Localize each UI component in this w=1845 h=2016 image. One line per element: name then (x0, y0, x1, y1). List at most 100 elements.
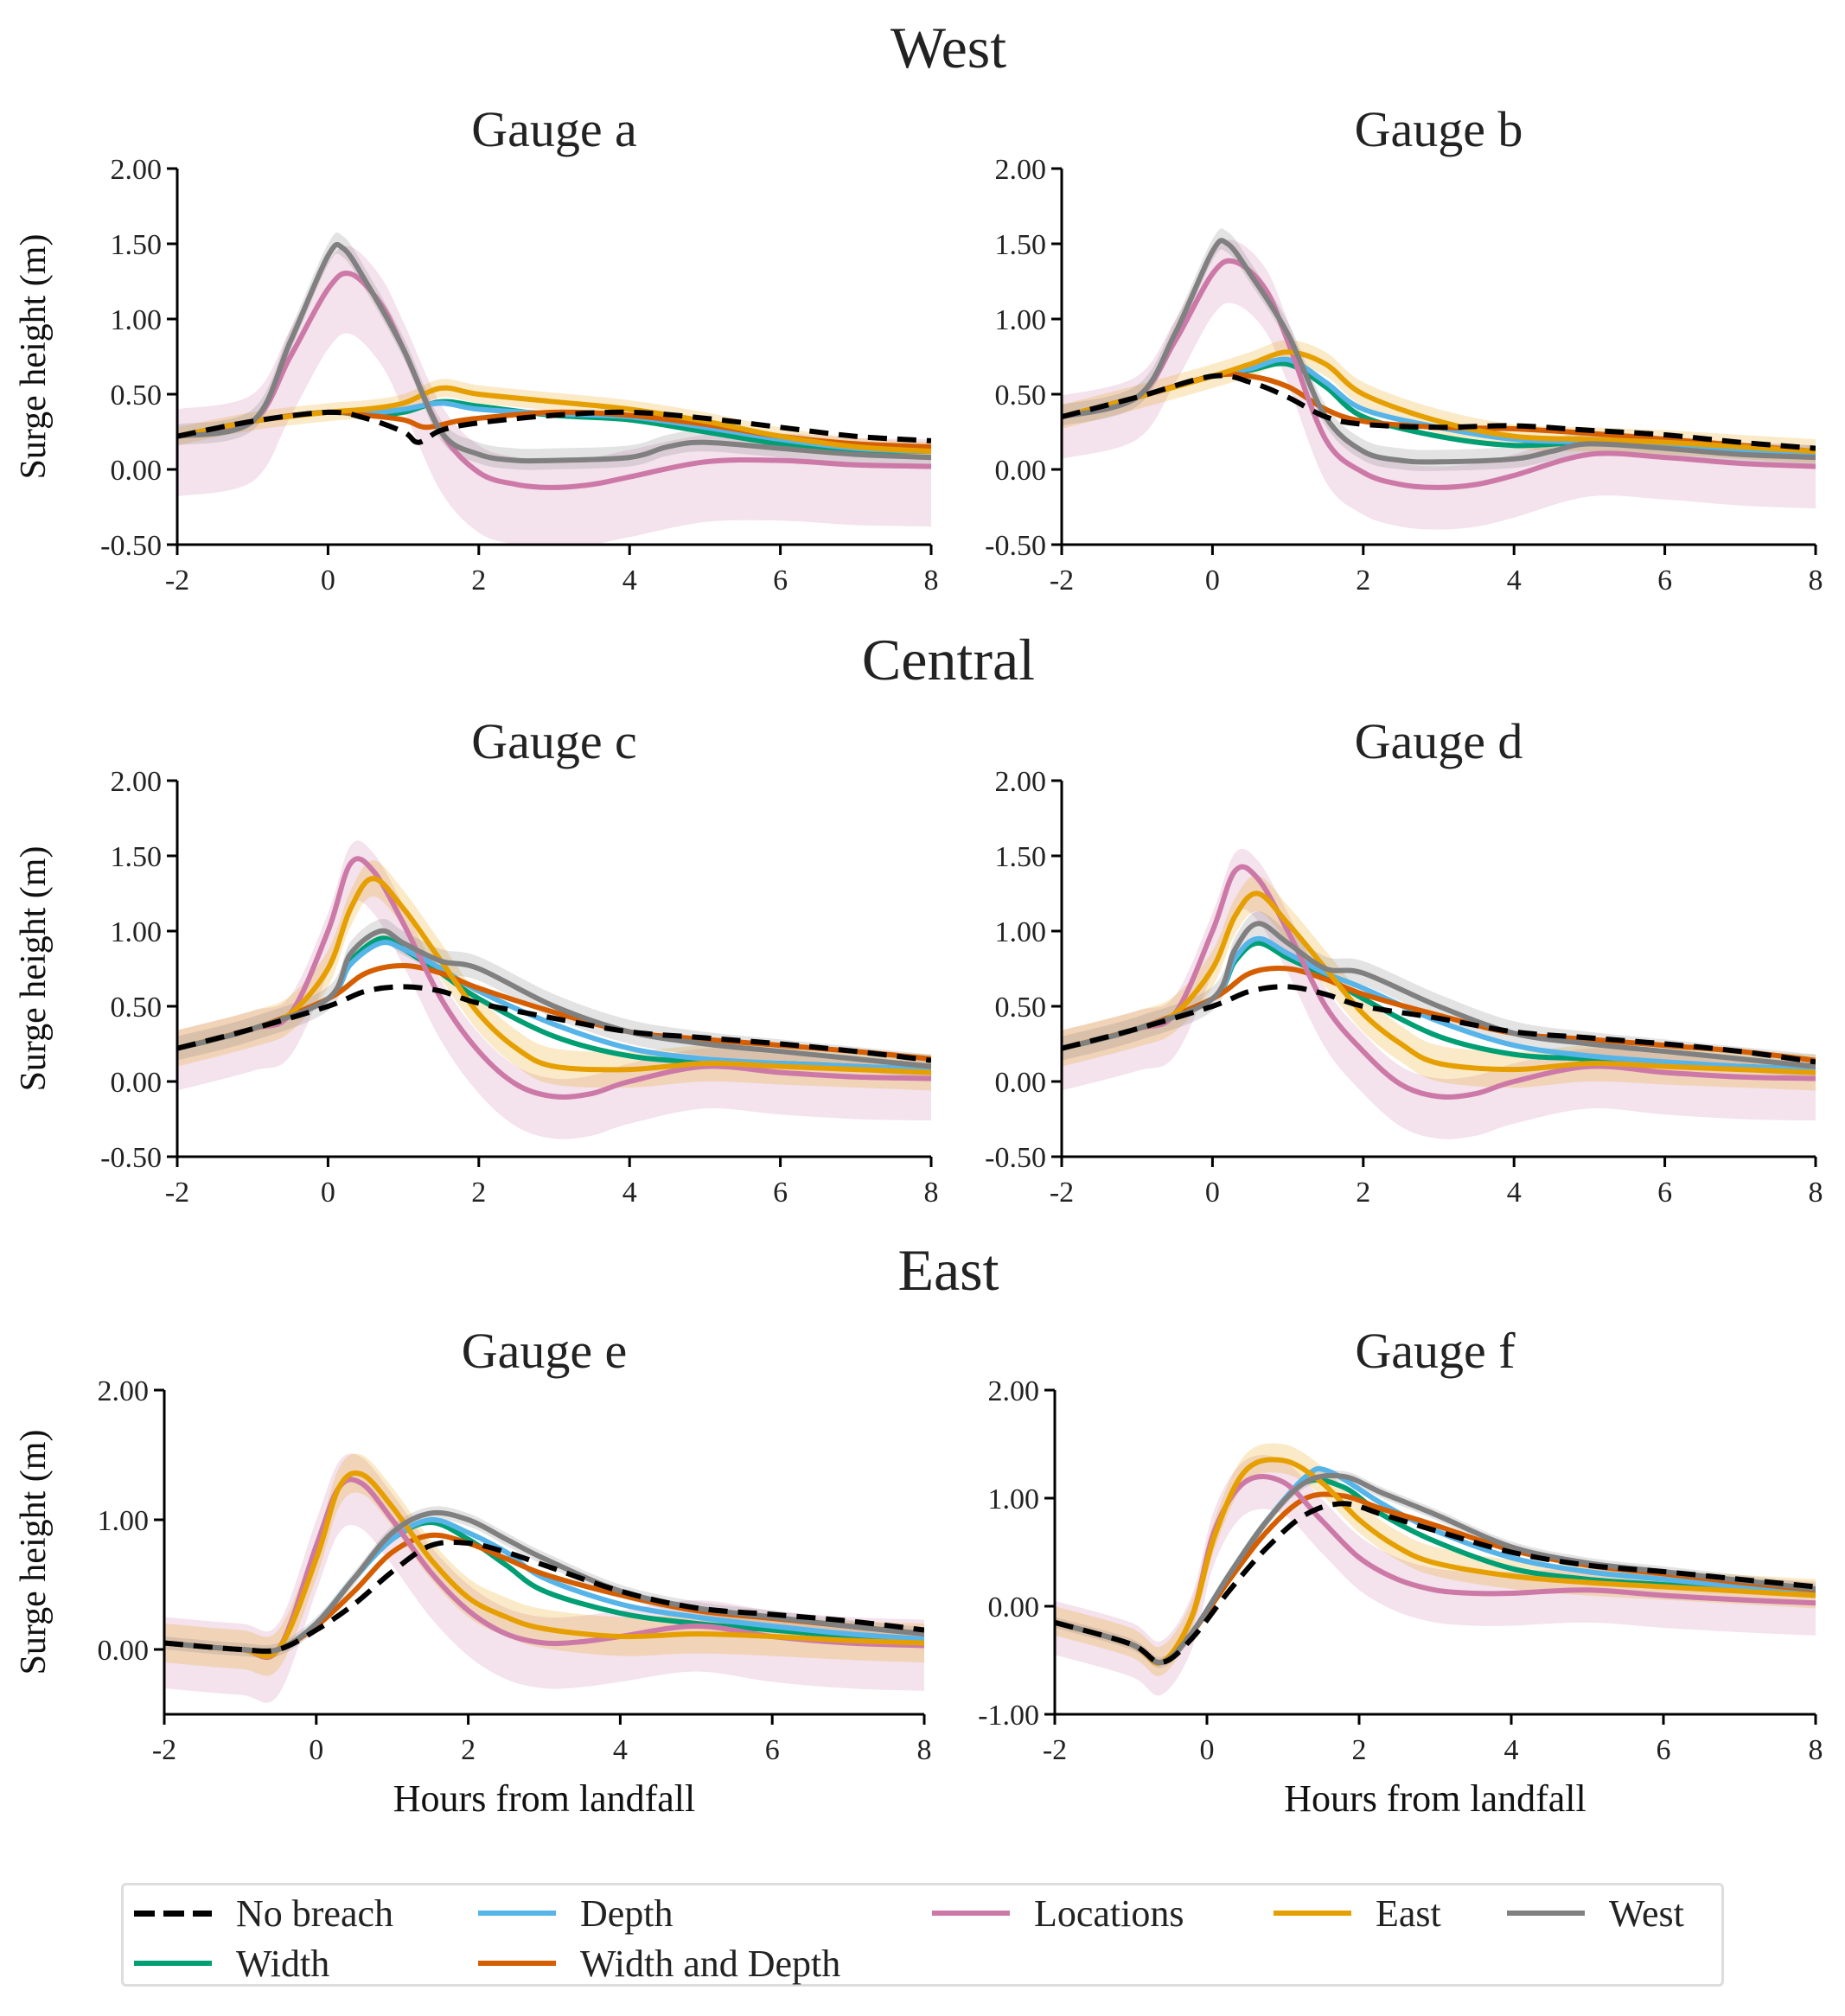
group-title-central: Central (862, 627, 1035, 692)
x-tick-label: 0 (309, 1734, 323, 1766)
x-axis-label: Hours from landfall (1284, 1777, 1586, 1820)
legend-swatch-west (1507, 1911, 1585, 1916)
y-tick-label: 1.00 (988, 1483, 1040, 1515)
y-tick-label: 1.00 (995, 304, 1047, 336)
x-tick-label: 0 (1200, 1734, 1215, 1766)
x-tick-label: 4 (1507, 1177, 1522, 1209)
y-tick-label: -0.50 (985, 530, 1046, 562)
panel-title: Gauge f (1355, 1323, 1516, 1379)
y-axis-label: Surge height (m) (14, 846, 54, 1092)
band-locations (1055, 1455, 1816, 1696)
plot-area (1062, 228, 1816, 530)
x-tick-label: -2 (152, 1734, 176, 1766)
y-tick-label: 2.00 (995, 154, 1047, 186)
legend-swatch-width (134, 1961, 212, 1966)
x-tick-label: 0 (1205, 1177, 1220, 1209)
x-tick-label: 4 (1504, 1734, 1519, 1766)
chart-panel-gauge-d: Gauge d -0.50 0.00 0.50 1.00 1.50 2.00 -2 0 2 4 6 8 (985, 713, 1823, 1209)
chart-panel-gauge-e: Gauge e 0.00 1.00 2.00 -2 0 2 4 6 8 Surge height (… (14, 1323, 932, 1820)
y-tick-label: 0.50 (995, 380, 1047, 411)
series-line-locations (1062, 258, 1816, 490)
y-tick-label: 2.00 (111, 154, 163, 186)
y-tick-label: 1.00 (98, 1505, 150, 1537)
legend-item-width: Width (134, 1941, 329, 1986)
x-tick-label: 8 (1809, 565, 1823, 597)
y-tick-label: 1.00 (111, 304, 163, 336)
x-tick-label: 8 (924, 1177, 939, 1209)
x-axis-label: Hours from landfall (393, 1777, 695, 1820)
y-tick-label: -0.50 (100, 530, 162, 562)
y-tick-label: 0.50 (995, 992, 1047, 1024)
chart-panels: Gauge a -0.50 0.00 0.50 1.00 1.50 2.00 -2 0 2 4 6 8 S… (14, 101, 1823, 1820)
y-axis-label: Surge height (m) (14, 234, 54, 480)
chart-panel-gauge-f: Gauge f -1.00 0.00 1.00 2.00 -2 0 2 4 6 8 Hours fro… (978, 1323, 1823, 1820)
legend-item-width-and-depth: Width and Depth (478, 1941, 840, 1986)
band-locations (164, 1453, 924, 1703)
x-tick-label: 2 (461, 1734, 476, 1766)
legend-item-no-breach: No breach (134, 1891, 393, 1936)
series-line-locations (177, 271, 931, 490)
x-tick-label: 4 (1507, 565, 1522, 597)
x-tick-label: 6 (1657, 1734, 1671, 1766)
legend-label-width: Width (236, 1942, 330, 1985)
legend-item-depth: Depth (478, 1891, 674, 1936)
series-line-no-breach (1062, 984, 1816, 1065)
x-tick-label: 2 (471, 1177, 486, 1209)
x-tick-label: 8 (917, 1734, 932, 1766)
series-line-east (164, 1471, 924, 1660)
y-tick-label: 1.50 (995, 229, 1047, 261)
band-locations (1062, 239, 1816, 530)
x-tick-label: 6 (765, 1734, 780, 1766)
plot-area (177, 840, 931, 1139)
chart-panel-gauge-b: Gauge b -0.50 0.00 0.50 1.00 1.50 2.00 -2 0 2 4 6 8 (985, 101, 1823, 597)
series-line-west (1062, 921, 1816, 1069)
x-tick-label: 6 (773, 1177, 788, 1209)
plot-area (1055, 1443, 1816, 1696)
x-tick-label: 6 (773, 565, 788, 597)
band-west (177, 918, 931, 1079)
band-west (1062, 911, 1816, 1079)
y-tick-label: 0.00 (98, 1635, 150, 1667)
x-tick-label: 2 (471, 565, 486, 597)
band-east (1055, 1443, 1816, 1676)
group-title-west: West (891, 15, 1006, 80)
legend-swatch-width-and-depth (478, 1961, 556, 1966)
legend-label-no-breach: No breach (236, 1892, 394, 1935)
y-tick-label: 1.00 (995, 916, 1047, 948)
series-line-west (177, 241, 931, 464)
y-tick-label: -0.50 (100, 1142, 162, 1174)
x-tick-label: 2 (1356, 1177, 1370, 1209)
x-tick-label: 8 (1809, 1734, 1823, 1766)
panel-title: Gauge c (471, 713, 637, 769)
series-line-no-breach (177, 984, 931, 1063)
x-tick-label: 4 (613, 1734, 628, 1766)
series-line-no-breach (1062, 373, 1816, 451)
x-tick-label: 0 (1205, 565, 1220, 597)
x-tick-label: 4 (622, 565, 637, 597)
series-line-west (177, 928, 931, 1069)
y-tick-label: 0.00 (111, 455, 163, 487)
chart-panel-gauge-a: Gauge a -0.50 0.00 0.50 1.00 1.50 2.00 -2 0 2 4 6 8 S… (14, 101, 939, 597)
legend-label-width-and-depth: Width and Depth (580, 1942, 841, 1985)
y-tick-label: 0.50 (111, 992, 163, 1024)
y-axis-label: Surge height (m) (14, 1430, 54, 1675)
panel-title: Gauge d (1355, 713, 1523, 769)
x-tick-label: 2 (1352, 1734, 1367, 1766)
series-line-no-breach (177, 409, 931, 445)
y-tick-label: 1.50 (111, 841, 163, 873)
y-tick-label: 1.50 (111, 229, 163, 261)
y-tick-label: 2.00 (988, 1375, 1040, 1407)
legend-label-depth: Depth (580, 1892, 674, 1935)
panel-title: Gauge a (471, 101, 637, 157)
x-tick-label: 0 (321, 1177, 335, 1209)
x-tick-label: -2 (1050, 1177, 1074, 1209)
panel-title: Gauge b (1355, 101, 1523, 157)
group-title-east: East (897, 1237, 999, 1303)
y-tick-label: -0.50 (985, 1142, 1046, 1174)
legend-swatch-no-breach (134, 1910, 212, 1917)
y-tick-label: 2.00 (111, 766, 163, 798)
x-tick-label: -2 (165, 565, 189, 597)
y-tick-label: 0.00 (995, 455, 1047, 487)
chart-panel-gauge-c: Gauge c -0.50 0.00 0.50 1.00 1.50 2.00 -2 0 2 4 6 8 S… (14, 713, 939, 1209)
